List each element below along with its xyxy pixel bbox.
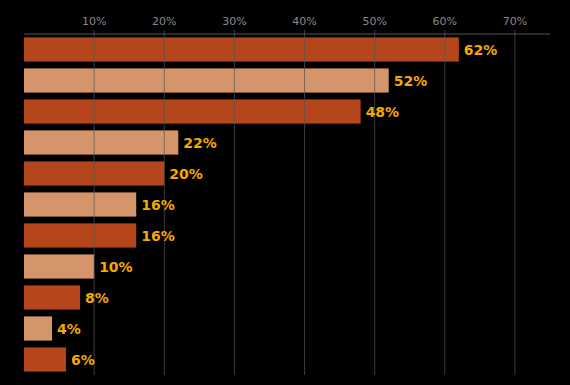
chart: 10% 20% 30% 40% 50% 60% 70% 62% 52% 48% 22% 20% 16% 1… [0, 0, 570, 385]
grid [94, 34, 515, 375]
axis-line [24, 34, 550, 35]
bar [24, 37, 459, 61]
data-label: 6% [71, 352, 95, 368]
tick-label: 40% [292, 15, 316, 28]
background [0, 0, 570, 385]
bar [24, 254, 94, 278]
tick-label: 10% [82, 15, 106, 28]
data-label: 4% [57, 321, 81, 337]
bar [24, 192, 136, 216]
tick-label: 50% [362, 15, 386, 28]
data-label: 16% [141, 228, 175, 244]
tick-mark [94, 30, 95, 34]
data-label: 62% [464, 42, 498, 58]
data-label: 8% [85, 290, 109, 306]
tick-label: 30% [222, 15, 246, 28]
tick-mark [234, 30, 235, 34]
tick-mark [444, 30, 445, 34]
x-axis: 10% 20% 30% 40% 50% 60% 70% [24, 15, 550, 34]
tick-label: 70% [503, 15, 527, 28]
grid-line [304, 34, 305, 375]
data-labels: 62% 52% 48% 22% 20% 16% 16% 10% 8%4% 6% [57, 42, 497, 368]
grid-line [94, 34, 95, 375]
data-label: 52% [394, 73, 428, 89]
data-label: 10% [99, 259, 133, 275]
tick-mark [374, 30, 375, 34]
bar [24, 347, 66, 371]
tick-label: 20% [152, 15, 176, 28]
grid-line [374, 34, 375, 375]
tick-label: 60% [433, 15, 457, 28]
data-label: 16% [141, 197, 175, 213]
bars [24, 37, 459, 371]
data-label: 22% [183, 135, 217, 151]
tick-mark [304, 30, 305, 34]
bar [24, 130, 178, 154]
tick-mark [164, 30, 165, 34]
bar [24, 316, 52, 340]
data-label: 20% [169, 166, 203, 182]
grid-line [234, 34, 235, 375]
chart-container: 10% 20% 30% 40% 50% 60% 70% 62% 52% 48% 22% 20% 16% 1… [0, 0, 570, 385]
bar [24, 285, 80, 309]
grid-line [444, 34, 445, 375]
data-label: 48% [366, 104, 400, 120]
tick-mark [514, 30, 515, 34]
bar [24, 68, 389, 92]
bar [24, 223, 136, 247]
grid-line [514, 34, 515, 375]
bar [24, 99, 361, 123]
